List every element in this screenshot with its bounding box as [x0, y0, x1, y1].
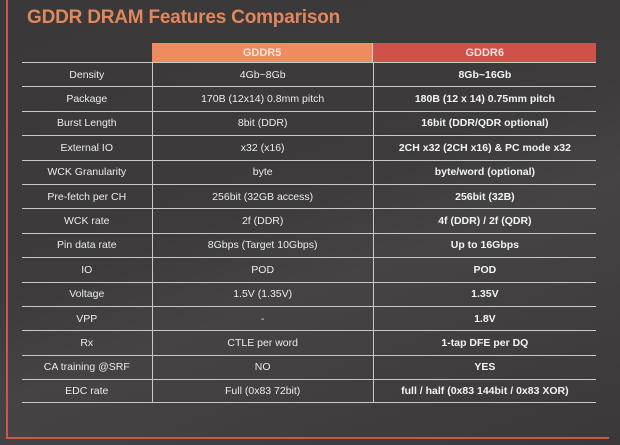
- table-row: EDC rate Full (0x83 72bit) full / half (0x…: [22, 379, 596, 404]
- slide-frame: [6, 0, 609, 439]
- header-blank: [22, 43, 152, 62]
- feature-cell: Voltage: [22, 282, 153, 306]
- gddr6-cell: 2CH x32 (2CH x16) & PC mode x32: [398, 141, 571, 154]
- gddr6-cell: byte/word (optional): [434, 166, 536, 179]
- table-row: WCK rate 2f (DDR) 4f (DDR) / 2f (QDR): [22, 208, 596, 233]
- feature-cell: Burst Length: [22, 111, 153, 136]
- feature-cell: Density: [22, 63, 153, 87]
- gddr5-cell: 8Gbps (Target 10Gbps): [153, 233, 374, 258]
- feature-cell: EDC rate: [22, 380, 153, 403]
- table-row: WCK Granularity byte byte/word (optional): [22, 159, 596, 184]
- gddr5-cell: -: [153, 306, 374, 331]
- header-gddr6: GDDR6: [372, 43, 596, 62]
- header-gddr5: GDDR5: [151, 43, 373, 62]
- gddr6-cell: 16bit (DDR/QDR optional): [421, 117, 549, 130]
- gddr6-cell: 1.35V: [471, 288, 499, 301]
- feature-cell: External IO: [22, 136, 153, 160]
- comparison-table: GDDR5 GDDR6 Density 4Gb~8Gb 8Gb~16Gb Packag…: [22, 43, 596, 404]
- table-row: Package 170B (12x14) 0.8mm pitch 180B (12 …: [22, 86, 596, 111]
- gddr5-cell: 1.5V (1.35V): [153, 282, 374, 306]
- gddr5-cell: 256bit (32GB access): [153, 184, 374, 209]
- gddr5-cell: 8bit (DDR): [153, 111, 374, 136]
- gddr6-cell: POD: [473, 263, 497, 276]
- table-row: Rx CTLE per word 1-tap DFE per DQ: [22, 330, 596, 355]
- gddr6-cell: Up to 16Gbps: [450, 239, 520, 252]
- gddr6-cell: 1.8V: [474, 312, 496, 325]
- feature-cell: Pre-fetch per CH: [22, 184, 153, 209]
- feature-cell: Package: [22, 87, 153, 111]
- table-header: GDDR5 GDDR6: [22, 43, 596, 62]
- feature-cell: VPP: [22, 306, 153, 331]
- gddr6-cell: 1-tap DFE per DQ: [441, 336, 529, 349]
- gddr5-cell: 2f (DDR): [153, 209, 374, 233]
- table-row: Burst Length 8bit (DDR) 16bit (DDR/QDR opt…: [22, 110, 596, 136]
- table-row: Voltage 1.5V (1.35V) 1.35V: [22, 281, 596, 306]
- table-row: Density 4Gb~8Gb 8Gb~16Gb: [22, 62, 596, 87]
- gddr5-cell: 4Gb~8Gb: [153, 63, 374, 87]
- gddr6-cell: 8Gb~16Gb: [458, 68, 512, 81]
- table-body: Density 4Gb~8Gb 8Gb~16Gb Package 170B (12x14…: [22, 62, 596, 404]
- table-row: Pre-fetch per CH 256bit (32GB access) 256b…: [22, 183, 596, 209]
- table-row: Pin data rate 8Gbps (Target 10Gbps) Up to …: [22, 232, 596, 258]
- feature-cell: WCK rate: [22, 209, 153, 233]
- gddr5-cell: 170B (12x14) 0.8mm pitch: [153, 87, 374, 111]
- gddr5-cell: x32 (x16): [153, 136, 374, 160]
- table-row: VPP - 1.8V: [22, 305, 596, 331]
- feature-cell: WCK Granularity: [22, 160, 153, 184]
- gddr6-cell: 4f (DDR) / 2f (QDR): [438, 215, 532, 228]
- gddr5-cell: POD: [153, 258, 374, 282]
- table-row: IO POD POD: [22, 257, 596, 282]
- slide-title: GDDR DRAM Features Comparison: [27, 7, 341, 28]
- gddr6-cell: YES: [474, 361, 496, 374]
- gddr5-cell: NO: [153, 355, 374, 380]
- gddr6-cell: full / half (0x83 144bit / 0x83 XOR): [401, 385, 569, 398]
- table-row: CA training @SRF NO YES: [22, 354, 596, 380]
- table-row: External IO x32 (x16) 2CH x32 (2CH x16) & …: [22, 135, 596, 160]
- feature-cell: IO: [22, 258, 153, 282]
- gddr5-cell: byte: [153, 160, 374, 184]
- gddr6-cell: 180B (12 x 14) 0.75mm pitch: [414, 93, 555, 106]
- gddr6-cell: 256bit (32B): [455, 190, 515, 203]
- gddr5-cell: CTLE per word: [153, 331, 374, 355]
- gddr5-cell: Full (0x83 72bit): [153, 380, 374, 403]
- feature-cell: CA training @SRF: [22, 355, 153, 380]
- feature-cell: Pin data rate: [22, 233, 153, 258]
- feature-cell: Rx: [22, 331, 153, 355]
